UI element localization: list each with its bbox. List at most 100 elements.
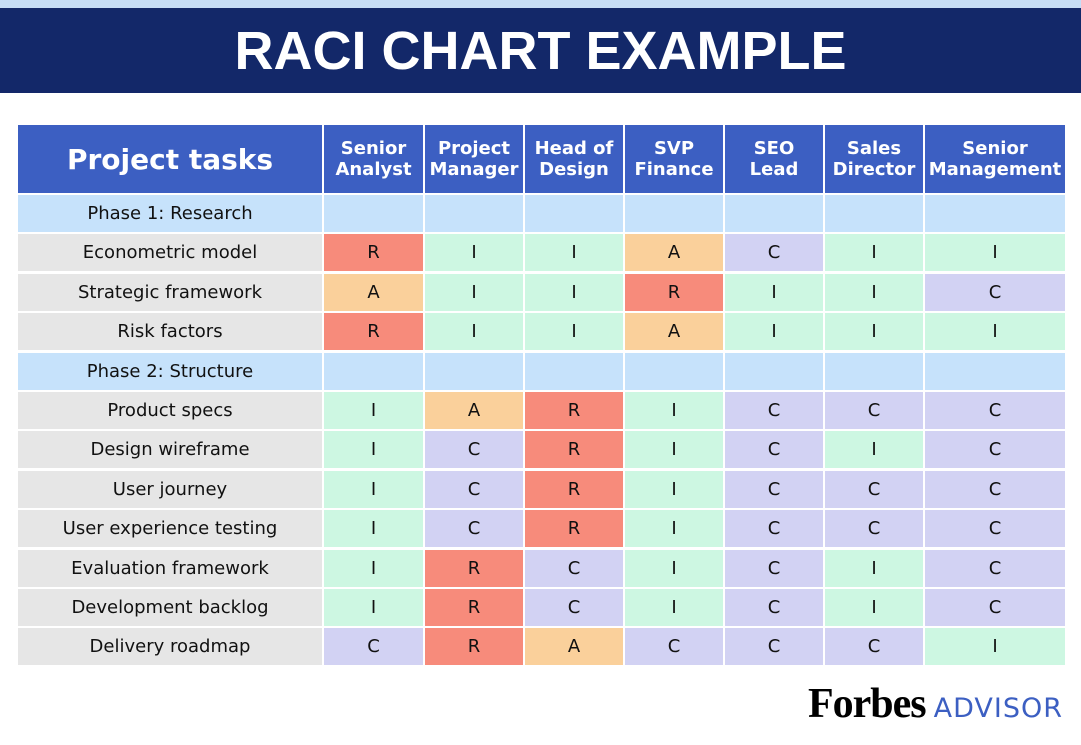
header-line: Senior bbox=[962, 138, 1028, 159]
raci-cell: C bbox=[825, 510, 923, 548]
raci-cell: C bbox=[525, 549, 623, 587]
brand: Forbes ADVISOR bbox=[808, 680, 1063, 728]
raci-cell: I bbox=[925, 628, 1065, 666]
column-header: Senior Management bbox=[925, 125, 1065, 193]
column-header: Project Manager bbox=[425, 125, 523, 193]
raci-cell: I bbox=[925, 234, 1065, 272]
header-line: Analyst bbox=[335, 159, 412, 180]
raci-cell: C bbox=[925, 510, 1065, 548]
raci-cell: I bbox=[324, 392, 423, 429]
raci-cell: C bbox=[725, 549, 823, 587]
phase-cell bbox=[925, 195, 1065, 232]
phase-cell bbox=[725, 195, 823, 232]
raci-cell: C bbox=[725, 431, 823, 469]
raci-cell: I bbox=[324, 431, 423, 469]
raci-cell: I bbox=[725, 313, 823, 351]
phase-cell bbox=[825, 352, 923, 390]
raci-cell: I bbox=[625, 589, 723, 626]
raci-cell: I bbox=[425, 273, 523, 311]
raci-cell: I bbox=[625, 470, 723, 508]
phase-cell bbox=[725, 352, 823, 390]
phase-cell bbox=[324, 352, 423, 390]
raci-cell: I bbox=[825, 234, 923, 272]
task-label: Strategic framework bbox=[18, 273, 322, 311]
raci-cell: C bbox=[825, 628, 923, 666]
raci-cell: R bbox=[425, 628, 523, 666]
raci-cell: C bbox=[925, 470, 1065, 508]
raci-cell: R bbox=[324, 313, 423, 351]
raci-cell: C bbox=[925, 549, 1065, 587]
raci-cell: A bbox=[525, 628, 623, 666]
raci-cell: C bbox=[925, 273, 1065, 311]
raci-cell: C bbox=[725, 628, 823, 666]
column-header: Sales Director bbox=[825, 125, 923, 193]
column-header: Head of Design bbox=[525, 125, 623, 193]
raci-cell: A bbox=[625, 234, 723, 272]
phase-cell bbox=[925, 352, 1065, 390]
raci-cell: I bbox=[525, 313, 623, 351]
raci-cell: I bbox=[825, 273, 923, 311]
raci-cell: R bbox=[525, 392, 623, 429]
header-line: Head of bbox=[534, 138, 614, 159]
phase-cell bbox=[825, 195, 923, 232]
task-label: User experience testing bbox=[18, 510, 322, 548]
raci-cell: C bbox=[425, 470, 523, 508]
raci-cell: I bbox=[425, 313, 523, 351]
raci-cell: A bbox=[625, 313, 723, 351]
raci-cell: R bbox=[525, 510, 623, 548]
raci-cell: I bbox=[625, 431, 723, 469]
header-line: Project bbox=[437, 138, 511, 159]
header-line: Director bbox=[832, 159, 916, 180]
phase-cell bbox=[625, 352, 723, 390]
header-line: Senior bbox=[340, 138, 407, 159]
task-label: Evaluation framework bbox=[18, 549, 322, 587]
header-line: Finance bbox=[634, 159, 714, 180]
raci-cell: C bbox=[525, 589, 623, 626]
raci-cell: C bbox=[725, 392, 823, 429]
raci-cell: C bbox=[425, 431, 523, 469]
header-line: Sales bbox=[846, 138, 902, 159]
raci-cell: C bbox=[725, 234, 823, 272]
raci-cell: A bbox=[324, 273, 423, 311]
header-line: SVP bbox=[653, 138, 695, 159]
column-header: SEO Lead bbox=[725, 125, 823, 193]
raci-cell: I bbox=[825, 431, 923, 469]
header-line: Design bbox=[539, 159, 609, 180]
raci-cell: C bbox=[324, 628, 423, 666]
raci-cell: I bbox=[825, 589, 923, 626]
raci-cell: R bbox=[425, 589, 523, 626]
raci-cell: C bbox=[925, 589, 1065, 626]
phase-cell bbox=[425, 352, 523, 390]
raci-cell: C bbox=[825, 470, 923, 508]
task-label: Development backlog bbox=[18, 589, 322, 626]
raci-cell: I bbox=[525, 273, 623, 311]
raci-cell: I bbox=[324, 510, 423, 548]
raci-cell: C bbox=[725, 510, 823, 548]
phase-cell bbox=[625, 195, 723, 232]
raci-cell: R bbox=[324, 234, 423, 272]
raci-cell: R bbox=[625, 273, 723, 311]
column-header: Project tasks bbox=[18, 125, 322, 193]
raci-cell: C bbox=[425, 510, 523, 548]
header-line: Project tasks bbox=[66, 142, 274, 176]
phase-cell bbox=[324, 195, 423, 232]
raci-cell: R bbox=[525, 431, 623, 469]
raci-cell: I bbox=[625, 392, 723, 429]
raci-cell: I bbox=[525, 234, 623, 272]
title: RACI CHART EXAMPLE bbox=[234, 20, 847, 81]
raci-cell: R bbox=[425, 549, 523, 587]
raci-cell: R bbox=[525, 470, 623, 508]
phase-label: Phase 1: Research bbox=[18, 195, 322, 232]
column-header: Senior Analyst bbox=[324, 125, 423, 193]
raci-cell: C bbox=[925, 392, 1065, 429]
raci-cell: I bbox=[925, 313, 1065, 351]
header-line: Lead bbox=[749, 159, 799, 180]
raci-cell: I bbox=[825, 549, 923, 587]
raci-cell: I bbox=[625, 510, 723, 548]
raci-cell: I bbox=[324, 589, 423, 626]
raci-cell: C bbox=[925, 431, 1065, 469]
raci-cell: I bbox=[825, 313, 923, 351]
column-header: SVP Finance bbox=[625, 125, 723, 193]
header-line: SEO bbox=[753, 138, 795, 159]
